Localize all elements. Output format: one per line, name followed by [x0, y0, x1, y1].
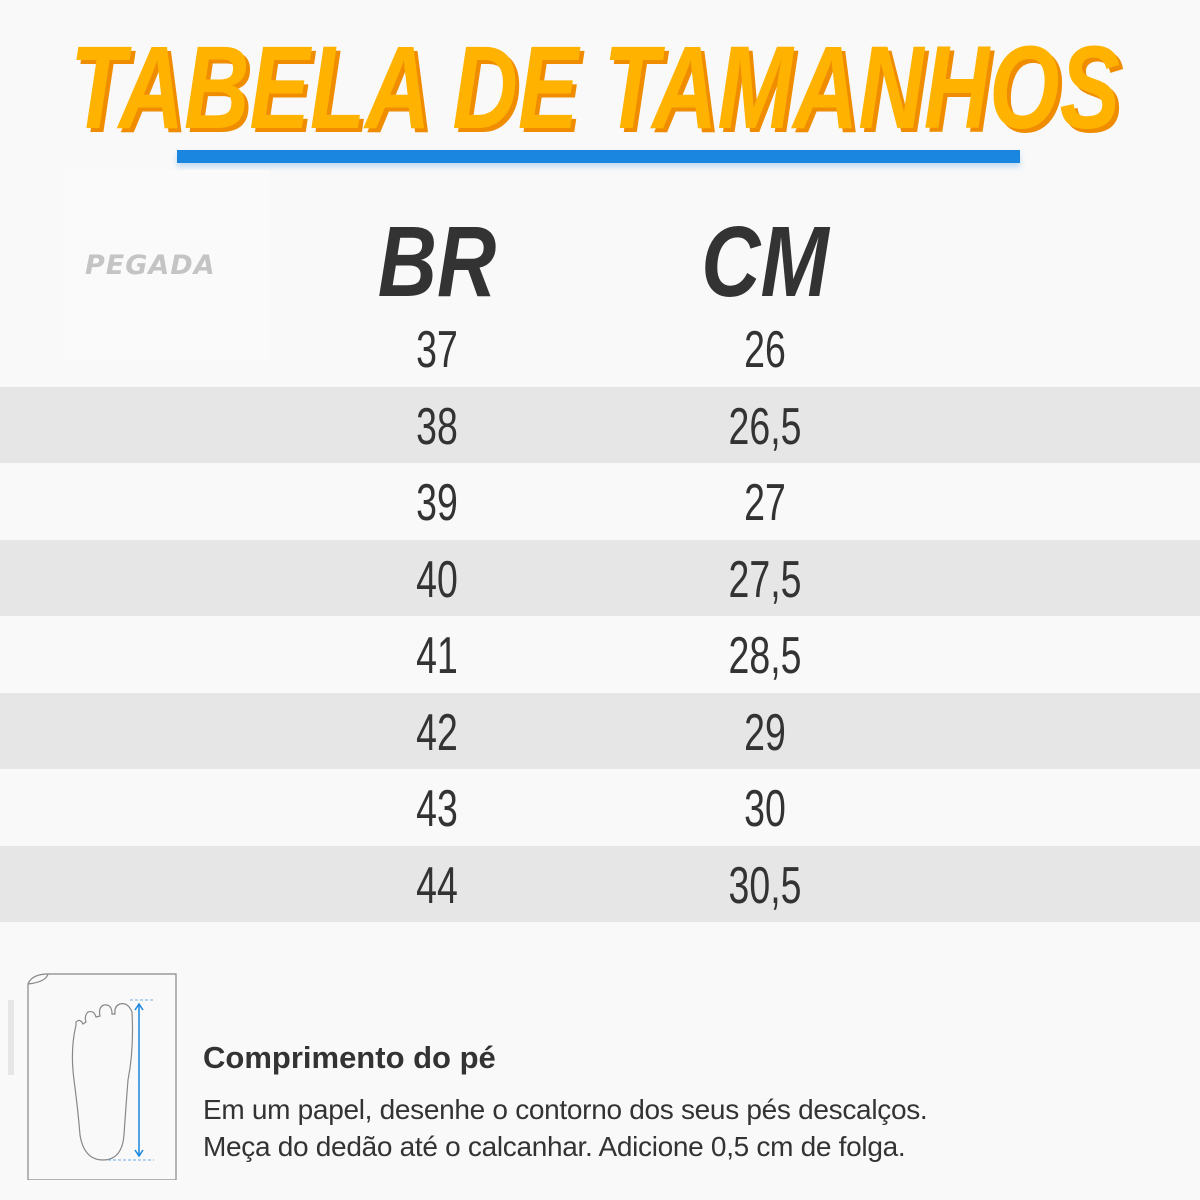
instructions-title: Comprimento do pé — [203, 1040, 496, 1075]
cell-br-size: 38 — [416, 397, 458, 456]
title-underline — [177, 150, 1020, 163]
cell-cm-length: 26 — [744, 321, 786, 379]
table-row: 37 26 — [0, 310, 1200, 387]
cell-cm-length: 29 — [744, 703, 786, 762]
foot-measure-icon — [8, 973, 177, 1180]
table-row: 42 29 — [0, 692, 1200, 769]
cell-br-size: 42 — [416, 703, 458, 762]
cell-br-size: 37 — [416, 321, 458, 379]
cell-cm-length: 27 — [744, 474, 786, 532]
instructions-line: Em um papel, desenhe o contorno dos seus… — [203, 1094, 928, 1125]
table-row: 43 30 — [0, 769, 1200, 846]
page-title-text: TABELA DE TAMANHOS — [70, 22, 1120, 150]
cell-br-size: 40 — [416, 550, 458, 609]
page-title: TABELA DE TAMANHOS — [70, 22, 1120, 150]
size-table: 37 26 38 26,5 39 27 40 27,5 41 28,5 42 29 43 30 44 30,5 — [0, 310, 1200, 922]
cell-br-size: 39 — [416, 474, 458, 532]
cell-br-size: 43 — [416, 780, 458, 838]
table-row: 39 27 — [0, 463, 1200, 540]
table-row: 41 28,5 — [0, 616, 1200, 693]
brand-logo: PEGADA — [85, 250, 216, 281]
cell-cm-length: 28,5 — [728, 627, 802, 685]
table-row: 38 26,5 — [0, 386, 1200, 463]
instructions-line: Meça do dedão até o calcanhar. Adicione … — [203, 1131, 906, 1162]
column-header-br: BR — [377, 206, 497, 318]
table-row: 40 27,5 — [0, 539, 1200, 616]
cell-br-size: 44 — [416, 856, 458, 915]
cell-cm-length: 30,5 — [728, 856, 802, 915]
cell-cm-length: 27,5 — [728, 550, 802, 609]
cell-br-size: 41 — [416, 627, 458, 685]
column-header-cm: CM — [701, 206, 829, 318]
table-row: 44 30,5 — [0, 845, 1200, 922]
logo-area — [65, 170, 270, 360]
cell-cm-length: 26,5 — [728, 397, 802, 456]
cell-cm-length: 30 — [744, 780, 786, 838]
